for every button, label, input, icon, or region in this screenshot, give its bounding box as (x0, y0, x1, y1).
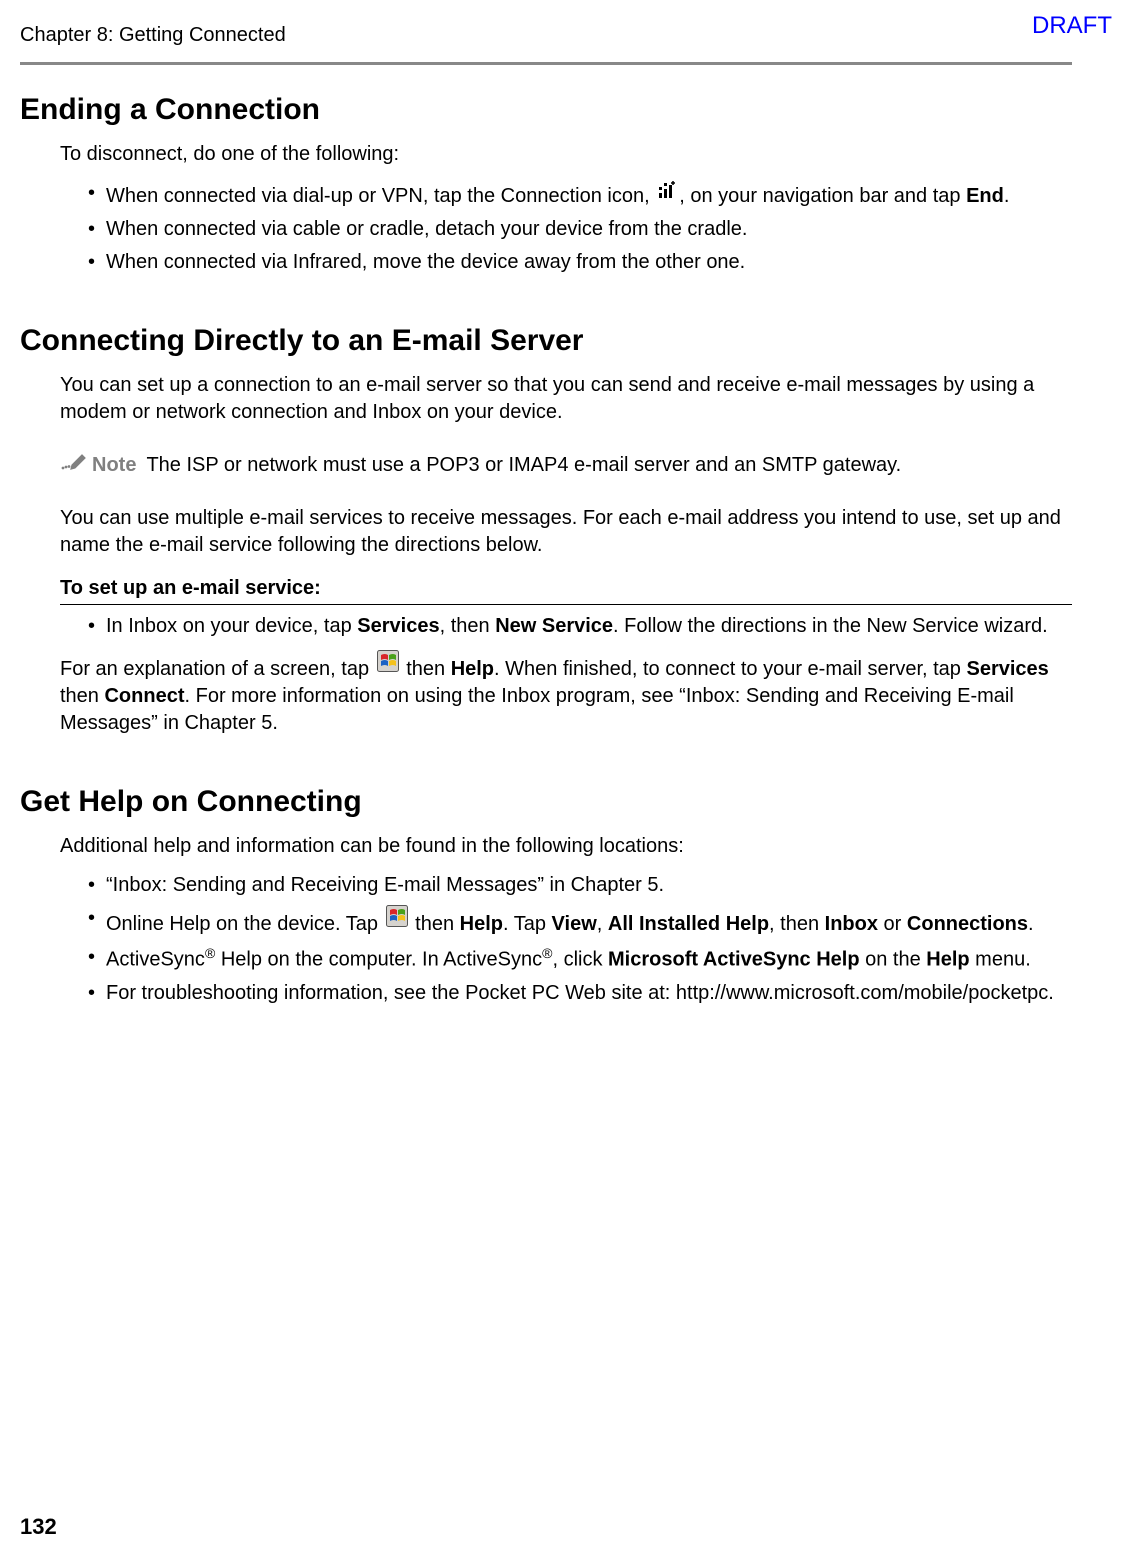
subhead-setup: To set up an e-mail service: (60, 577, 1072, 600)
text: , then (440, 615, 496, 637)
list-item: When connected via dial-up or VPN, tap t… (88, 180, 1072, 210)
section-title-email: Connecting Directly to an E-mail Server (20, 324, 1072, 358)
bold-newservice: New Service (495, 615, 613, 637)
windows-start-icon (386, 905, 408, 935)
bold-connections: Connections (907, 913, 1028, 935)
note-row: Note The ISP or network must use a POP3 … (60, 452, 1072, 479)
text: on the (860, 949, 927, 971)
text: . (1028, 913, 1034, 935)
text: . Follow the directions in the New Servi… (613, 615, 1048, 637)
text: or (878, 913, 907, 935)
section-title-ending: Ending a Connection (20, 93, 1072, 127)
connection-icon (657, 180, 677, 207)
bold-end: End (966, 185, 1004, 207)
note-text: The ISP or network must use a POP3 or IM… (146, 452, 901, 479)
list-item: For troubleshooting information, see the… (88, 980, 1072, 1007)
bold-helpmenu: Help (926, 949, 969, 971)
text: . When finished, to connect to your e-ma… (494, 658, 966, 680)
draft-stamp: DRAFT (1032, 12, 1112, 40)
text: . (1004, 185, 1010, 207)
text: Online Help on the device. Tap (106, 913, 384, 935)
help-bullets: “Inbox: Sending and Receiving E-mail Mes… (60, 872, 1072, 1007)
sup-r: ® (542, 945, 552, 961)
help-intro: Additional help and information can be f… (60, 833, 1072, 860)
windows-start-icon (377, 650, 399, 680)
text: , (597, 913, 608, 935)
text: , then (769, 913, 825, 935)
list-item: “Inbox: Sending and Receiving E-mail Mes… (88, 872, 1072, 899)
bold-all-installed: All Installed Help (608, 913, 769, 935)
text: ActiveSync (106, 949, 205, 971)
text: , on your navigation bar and tap (679, 185, 966, 207)
list-item: Online Help on the device. Tap then Help… (88, 905, 1072, 938)
bold-services: Services (966, 658, 1048, 680)
bold-inbox: Inbox (825, 913, 878, 935)
chapter-header: Chapter 8: Getting Connected (20, 24, 286, 47)
text: In Inbox on your device, tap (106, 615, 357, 637)
page: Chapter 8: Getting Connected DRAFT Endin… (0, 0, 1132, 1552)
bold-connect: Connect (104, 685, 184, 707)
header-rule (20, 62, 1072, 65)
text: For an explanation of a screen, tap (60, 658, 375, 680)
bold-mash: Microsoft ActiveSync Help (608, 949, 860, 971)
text: menu. (970, 949, 1031, 971)
section-title-help: Get Help on Connecting (20, 785, 1072, 819)
bold-view: View (552, 913, 597, 935)
setup-bullets: In Inbox on your device, tap Services, t… (60, 613, 1072, 640)
section-body-help: Additional help and information can be f… (60, 833, 1072, 1007)
list-item: When connected via cable or cradle, deta… (88, 216, 1072, 243)
email-p3: For an explanation of a screen, tap then… (60, 650, 1072, 737)
bold-services: Services (357, 615, 439, 637)
list-item: ActiveSync® Help on the computer. In Act… (88, 944, 1072, 974)
bold-help: Help (460, 913, 503, 935)
ending-intro: To disconnect, do one of the following: (60, 141, 1072, 168)
ending-bullets: When connected via dial-up or VPN, tap t… (60, 180, 1072, 276)
text: . Tap (503, 913, 552, 935)
list-item: When connected via Infrared, move the de… (88, 249, 1072, 276)
text: Help on the computer. In ActiveSync (215, 949, 542, 971)
text: When connected via dial-up or VPN, tap t… (106, 185, 655, 207)
text: then (410, 913, 460, 935)
note-word: Note (92, 454, 136, 477)
email-p2: You can use multiple e-mail services to … (60, 505, 1072, 559)
bold-help: Help (451, 658, 494, 680)
text: , click (552, 949, 608, 971)
sup-r: ® (205, 945, 215, 961)
text: then (60, 685, 104, 707)
subhead-rule (60, 604, 1072, 605)
list-item: In Inbox on your device, tap Services, t… (88, 613, 1072, 640)
text: then (401, 658, 451, 680)
page-number: 132 (20, 1514, 57, 1540)
section-body-email: You can set up a connection to an e-mail… (60, 372, 1072, 737)
note-label: Note (60, 452, 136, 478)
header-row: Chapter 8: Getting Connected DRAFT (20, 20, 1072, 56)
email-p1: You can set up a connection to an e-mail… (60, 372, 1072, 426)
note-pencil-icon (60, 452, 88, 478)
text: . For more information on using the Inbo… (60, 685, 1014, 734)
section-body-ending: To disconnect, do one of the following: … (60, 141, 1072, 276)
